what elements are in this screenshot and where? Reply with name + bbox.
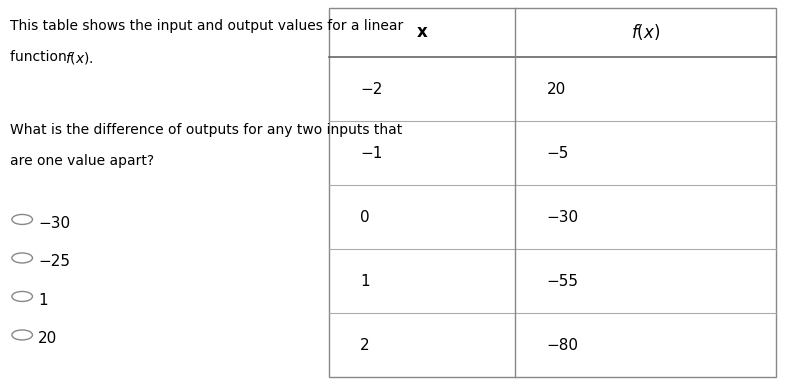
Text: −2: −2 xyxy=(360,82,383,97)
Text: This table shows the input and output values for a linear: This table shows the input and output va… xyxy=(10,19,403,33)
Bar xyxy=(329,8,776,377)
Text: 1: 1 xyxy=(38,293,48,308)
Text: 1: 1 xyxy=(360,274,370,289)
Text: −1: −1 xyxy=(360,146,383,161)
Text: 20: 20 xyxy=(38,331,57,346)
Text: $\mathbf{x}$: $\mathbf{x}$ xyxy=(416,23,428,41)
Text: are one value apart?: are one value apart? xyxy=(10,154,154,168)
Text: −5: −5 xyxy=(546,146,569,161)
Text: 20: 20 xyxy=(546,82,565,97)
Text: $f(x)$.: $f(x)$. xyxy=(65,50,93,66)
Text: 0: 0 xyxy=(360,210,370,224)
Text: −55: −55 xyxy=(546,274,578,289)
Text: −30: −30 xyxy=(38,216,70,231)
Text: function: function xyxy=(10,50,70,64)
Text: What is the difference of outputs for any two inputs that: What is the difference of outputs for an… xyxy=(10,123,402,137)
Text: −25: −25 xyxy=(38,254,70,269)
Text: $f(x)$: $f(x)$ xyxy=(631,22,660,42)
Text: −30: −30 xyxy=(546,210,579,224)
Text: 2: 2 xyxy=(360,338,370,353)
Text: −80: −80 xyxy=(546,338,578,353)
